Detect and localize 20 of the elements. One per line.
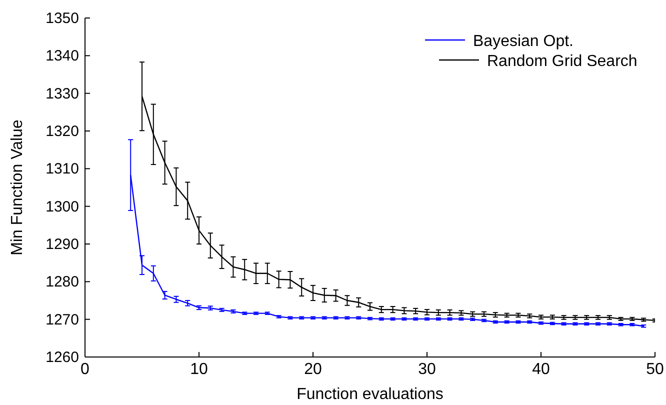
- x-tick-label: 20: [304, 361, 322, 378]
- y-tick-label: 1310: [46, 160, 79, 178]
- y-tick-label: 1340: [46, 48, 79, 65]
- y-tick-label: 1330: [46, 85, 79, 102]
- legend-label: Bayesian Opt.: [473, 33, 574, 50]
- y-tick-label: 1290: [46, 236, 79, 253]
- y-tick-label: 1260: [46, 349, 79, 366]
- x-tick-label: 30: [418, 361, 436, 378]
- legend-label: Random Grid Search: [487, 53, 638, 70]
- x-tick-label: 10: [190, 361, 208, 378]
- y-axis-title: Min Function Value: [9, 120, 26, 256]
- x-axis-title: Function evaluations: [296, 386, 444, 403]
- x-tick-label: 50: [646, 361, 664, 378]
- x-tick-label: 0: [80, 361, 90, 378]
- y-tick-label: 1350: [46, 10, 79, 27]
- y-tick-label: 1300: [46, 198, 79, 216]
- y-tick-label: 1280: [46, 274, 79, 291]
- x-tick-label: 40: [532, 361, 550, 378]
- y-tick-label: 1320: [46, 123, 79, 140]
- y-tick-label: 1270: [46, 311, 79, 328]
